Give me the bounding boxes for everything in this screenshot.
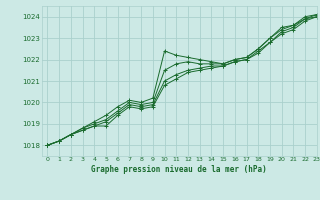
X-axis label: Graphe pression niveau de la mer (hPa): Graphe pression niveau de la mer (hPa) <box>91 165 267 174</box>
